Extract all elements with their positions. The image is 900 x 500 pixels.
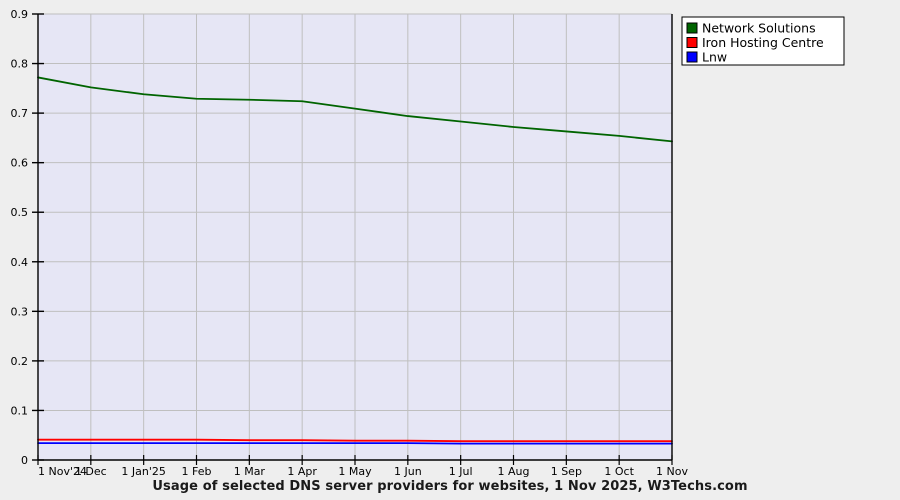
x-tick-label: 1 Aug [498, 465, 530, 478]
y-tick-label: 0.1 [11, 404, 29, 417]
y-tick-label: 0.6 [11, 157, 29, 170]
y-tick-label: 0.4 [11, 256, 29, 269]
series-line-network-solutions [37, 76, 673, 143]
x-tick-label: 1 Jul [449, 465, 473, 478]
vertical-gridlines [90, 14, 620, 460]
x-tick-label: 1 Nov [656, 465, 688, 478]
chart-container: 0 0.1 0.2 0.3 0.4 0.5 0.6 0.7 0.8 0.9 1 Nov'24 1 D… [10, 8, 845, 478]
y-tick-label: 0.3 [11, 305, 29, 318]
x-tick-label: 1 May [338, 465, 372, 478]
legend-swatch [686, 37, 698, 48]
legend-box [681, 16, 845, 66]
data-series-lines [37, 76, 673, 445]
horizontal-gridlines [38, 13, 672, 411]
x-tick-label: 1 Apr [287, 465, 317, 478]
x-tick-label: 1 Feb [182, 465, 212, 478]
y-axis-tick-labels: 0 0.1 0.2 0.3 0.4 0.5 0.6 0.7 0.8 0.9 [11, 8, 29, 467]
legend-label: Network Solutions [702, 21, 816, 36]
x-tick-label: 1 Sep [551, 465, 582, 478]
y-tick-label: 0.8 [11, 58, 29, 71]
y-tick-label: 0.7 [11, 107, 29, 120]
x-tick-label: 1 Oct [604, 465, 634, 478]
legend-label: Iron Hosting Centre [702, 35, 824, 50]
x-tick-label: 1 Jun [394, 465, 422, 478]
usage-line-chart: 0 0.1 0.2 0.3 0.4 0.5 0.6 0.7 0.8 0.9 1 Nov'241 D… [10, 8, 845, 478]
legend-swatch [686, 51, 698, 63]
x-tick-label: 1 Mar [234, 465, 266, 478]
legend-swatch [686, 22, 698, 34]
x-tick-label: 1 Jan'25 [121, 465, 165, 478]
series-line-lnw [37, 442, 673, 445]
y-tick-label: 0 [21, 454, 28, 467]
y-tick-label: 0.2 [11, 355, 29, 368]
y-tick-label: 0.5 [11, 206, 29, 219]
x-axis-tick-labels: 1 Nov'241 Dec 1 Jan'25 1 Feb 1 Mar 1 Apr 1 Ma… [38, 465, 688, 478]
series-line-iron-hosting-centre [37, 438, 673, 443]
legend-label: Lnw [702, 50, 727, 65]
x-tick-label: 1 Nov'24 [38, 465, 87, 478]
x-tick-label: 1 Dec [75, 465, 107, 478]
y-tick-label: 0.9 [11, 8, 29, 21]
chart-caption: Usage of selected DNS server providers f… [152, 479, 748, 494]
